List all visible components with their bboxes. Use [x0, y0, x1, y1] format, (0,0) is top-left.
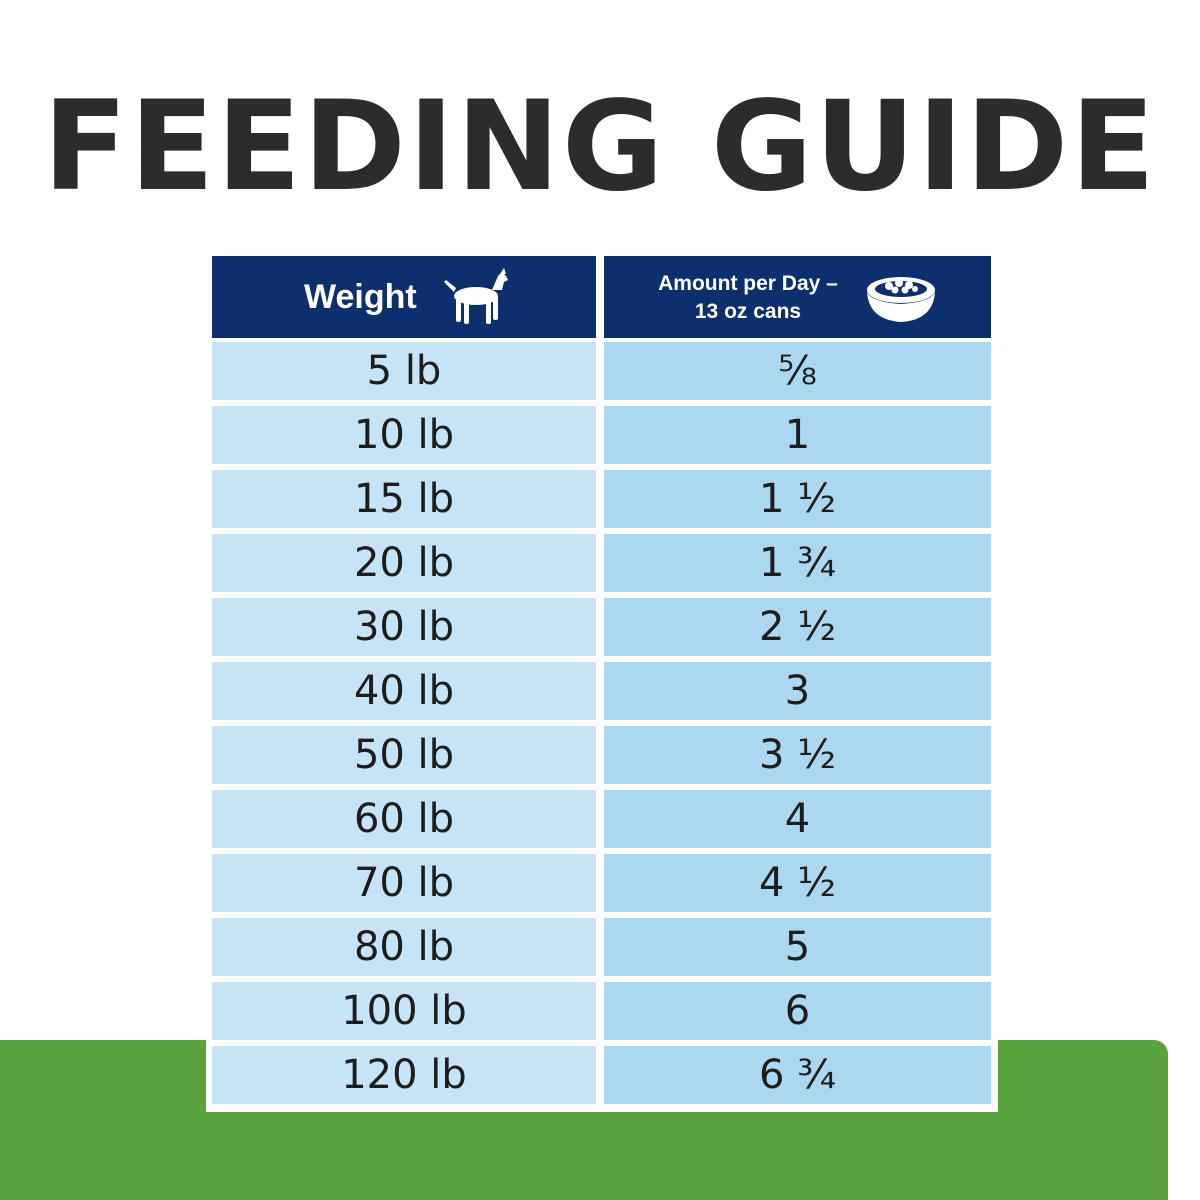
header-amount: Amount per Day – 13 oz cans — [604, 256, 991, 338]
weight-cell: 100 lb — [212, 982, 596, 1040]
food-bowl-icon — [867, 277, 935, 322]
amount-cell: 5 — [604, 918, 991, 976]
amount-cell: 3 — [604, 662, 991, 720]
header-amount-label: Amount per Day – 13 oz cans — [648, 270, 848, 326]
feeding-table: Weight Amount per Day – 13 oz cans — [206, 252, 998, 1112]
page-title: FEEDING GUIDE — [42, 75, 1158, 219]
weight-cell: 5 lb — [212, 342, 596, 400]
weight-cell: 20 lb — [212, 534, 596, 592]
amount-cell: 1 ½ — [604, 470, 991, 528]
header-weight-label: Weight — [304, 278, 417, 316]
amount-cell: 4 ½ — [604, 854, 991, 912]
dog-icon — [444, 268, 508, 324]
amount-cell: 1 — [604, 406, 991, 464]
weight-cell: 30 lb — [212, 598, 596, 656]
weight-cell: 120 lb — [212, 1046, 596, 1104]
weight-cell: 50 lb — [212, 726, 596, 784]
amount-cell: 4 — [604, 790, 991, 848]
weight-cell: 80 lb — [212, 918, 596, 976]
header-weight: Weight — [212, 256, 596, 338]
amount-cell: 6 ¾ — [604, 1046, 991, 1104]
amount-cell: ⅝ — [604, 342, 991, 400]
header-amount-line2: 13 oz cans — [694, 300, 802, 323]
amount-cell: 1 ¾ — [604, 534, 991, 592]
amount-cell: 2 ½ — [604, 598, 991, 656]
weight-cell: 60 lb — [212, 790, 596, 848]
weight-cell: 10 lb — [212, 406, 596, 464]
amount-cell: 6 — [604, 982, 991, 1040]
weight-cell: 15 lb — [212, 470, 596, 528]
header-amount-line1: Amount per Day – — [658, 272, 838, 295]
weight-cell: 70 lb — [212, 854, 596, 912]
amount-cell: 3 ½ — [604, 726, 991, 784]
weight-cell: 40 lb — [212, 662, 596, 720]
